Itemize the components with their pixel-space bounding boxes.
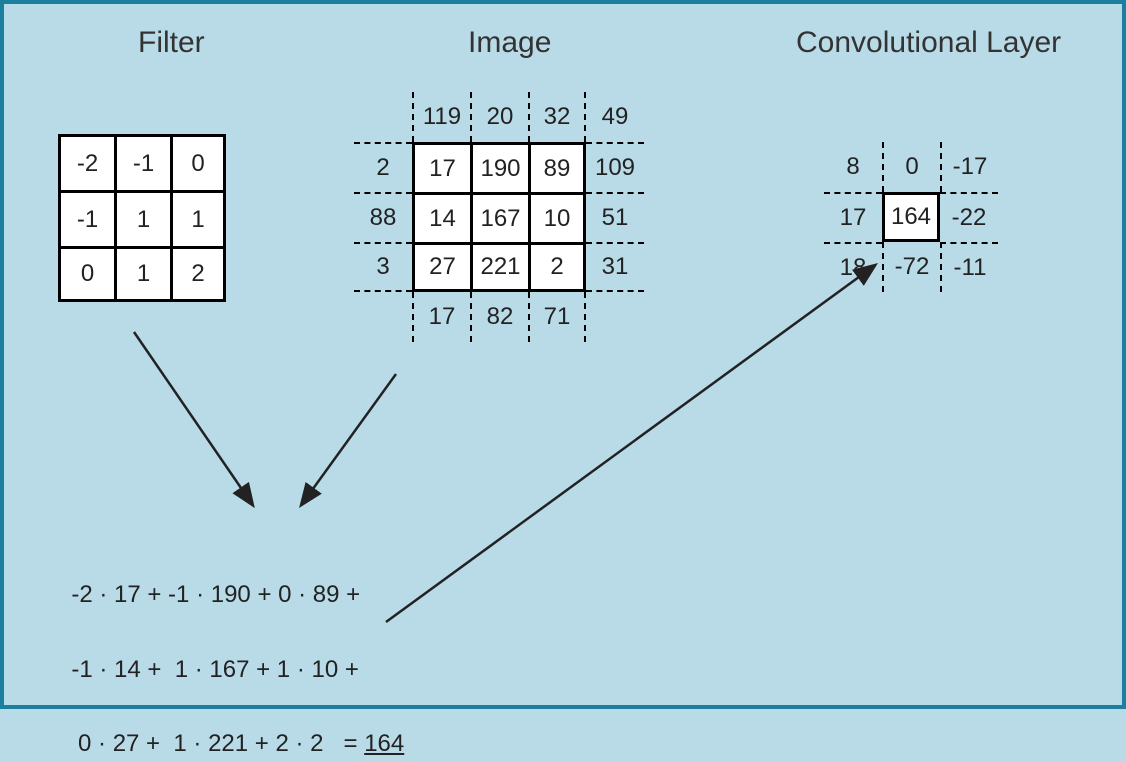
title-image: Image [468,26,551,60]
image-cell: 14 [412,192,470,242]
image-grid: 1192032492171908910988141671051327221231… [354,92,644,342]
image-cell: 190 [470,142,528,192]
arrow-filter-to-eq [134,332,252,504]
image-cell: 88 [354,192,412,242]
filter-grid: -2-10-111012 [58,134,226,302]
conv-cell: 0 [882,142,940,192]
image-cell: 20 [470,92,528,142]
filter-cell: 1 [114,190,170,246]
image-cell: 17 [412,292,470,342]
filter-cell: -1 [58,190,114,246]
arrow-image-to-eq [302,374,396,504]
image-cell: 221 [470,242,528,292]
filter-cell: 2 [170,246,226,302]
conv-cell: 164 [882,192,940,242]
image-cell: 109 [586,142,644,192]
title-filter: Filter [138,26,205,60]
image-cell: 17 [412,142,470,192]
equation-line1: -2 · 17 + -1 · 190 + 0 · 89 + [71,581,360,608]
conv-cell: -22 [940,192,998,242]
image-cell: 71 [528,292,586,342]
filter-cell: -2 [58,134,114,190]
image-cell [354,92,412,142]
image-cell: 167 [470,192,528,242]
filter-cell: 1 [170,190,226,246]
image-cell: 2 [354,142,412,192]
conv-cell: -11 [940,242,998,292]
filter-cell: 0 [170,134,226,190]
image-cell: 31 [586,242,644,292]
image-cell: 49 [586,92,644,142]
filter-cell: 1 [114,246,170,302]
image-cell: 51 [586,192,644,242]
conv-cell: -72 [882,242,940,292]
image-cell: 119 [412,92,470,142]
image-cell: 82 [470,292,528,342]
image-cell: 32 [528,92,586,142]
image-cell [354,292,412,342]
conv-cell: -17 [940,142,998,192]
conv-layer-grid: 80-17 17164-22 18-72-11 [824,142,998,292]
conv-cell: 17 [824,192,882,242]
equation-result: 164 [364,730,404,757]
image-cell [586,292,644,342]
image-cell: 89 [528,142,586,192]
filter-cell: 0 [58,246,114,302]
conv-cell: 18 [824,242,882,292]
image-cell: 3 [354,242,412,292]
image-cell: 27 [412,242,470,292]
conv-cell: 8 [824,142,882,192]
equation-line2: -1 · 14 + 1 · 167 + 1 · 10 + [71,656,359,683]
equation-block: -2 · 17 + -1 · 190 + 0 · 89 + -1 · 14 + … [58,539,404,762]
title-conv: Convolutional Layer [796,26,1061,60]
image-cell: 10 [528,192,586,242]
equation-line3a: 0 · 27 + 1 · 221 + 2 · 2 = [71,730,364,757]
image-cell: 2 [528,242,586,292]
filter-cell: -1 [114,134,170,190]
